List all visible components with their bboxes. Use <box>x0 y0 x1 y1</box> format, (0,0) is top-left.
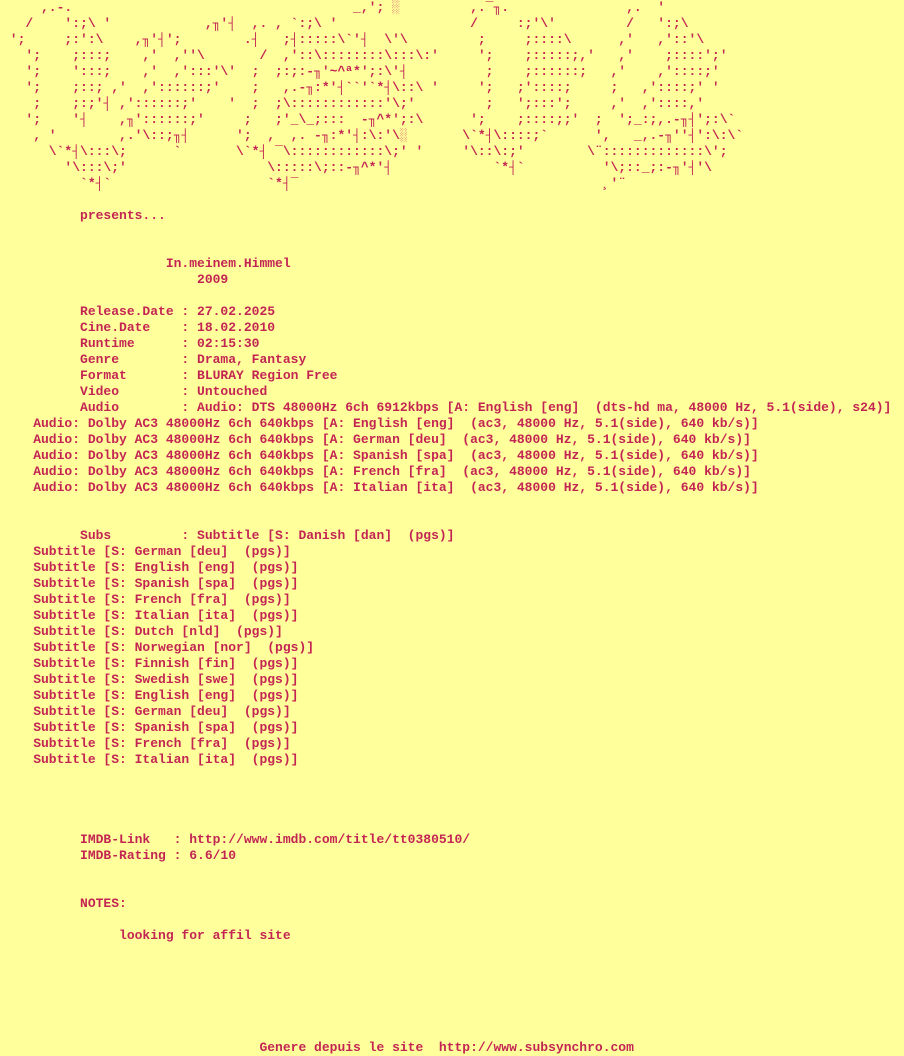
footer-line: Genere depuis le site http://www.subsync… <box>259 1040 634 1055</box>
release-year: 2009 <box>197 272 229 287</box>
subs-field: Subs : Subtitle [S: Danish [dan] (pgs)] <box>80 528 455 543</box>
presents-line: presents... <box>80 208 166 223</box>
ascii-art-logo: ,.-. _,'; ░ ,.‾╖. ,. ' / ':;\ ' ,╖'┤ ,. … <box>9 0 744 191</box>
release-info-fields: Release.Date : 27.02.2025 Cine.Date : 18… <box>80 304 892 415</box>
release-title: In.meinem.Himmel <box>165 256 291 271</box>
notes-section: NOTES: looking for affil site <box>80 896 291 943</box>
audio-track-list: Audio: Dolby AC3 48000Hz 6ch 640kbps [A:… <box>33 416 759 495</box>
imdb-section: IMDB-Link : http://www.imdb.com/title/tt… <box>80 832 471 863</box>
subtitle-track-list: Subtitle [S: German [deu] (pgs)] Subtitl… <box>33 544 315 767</box>
